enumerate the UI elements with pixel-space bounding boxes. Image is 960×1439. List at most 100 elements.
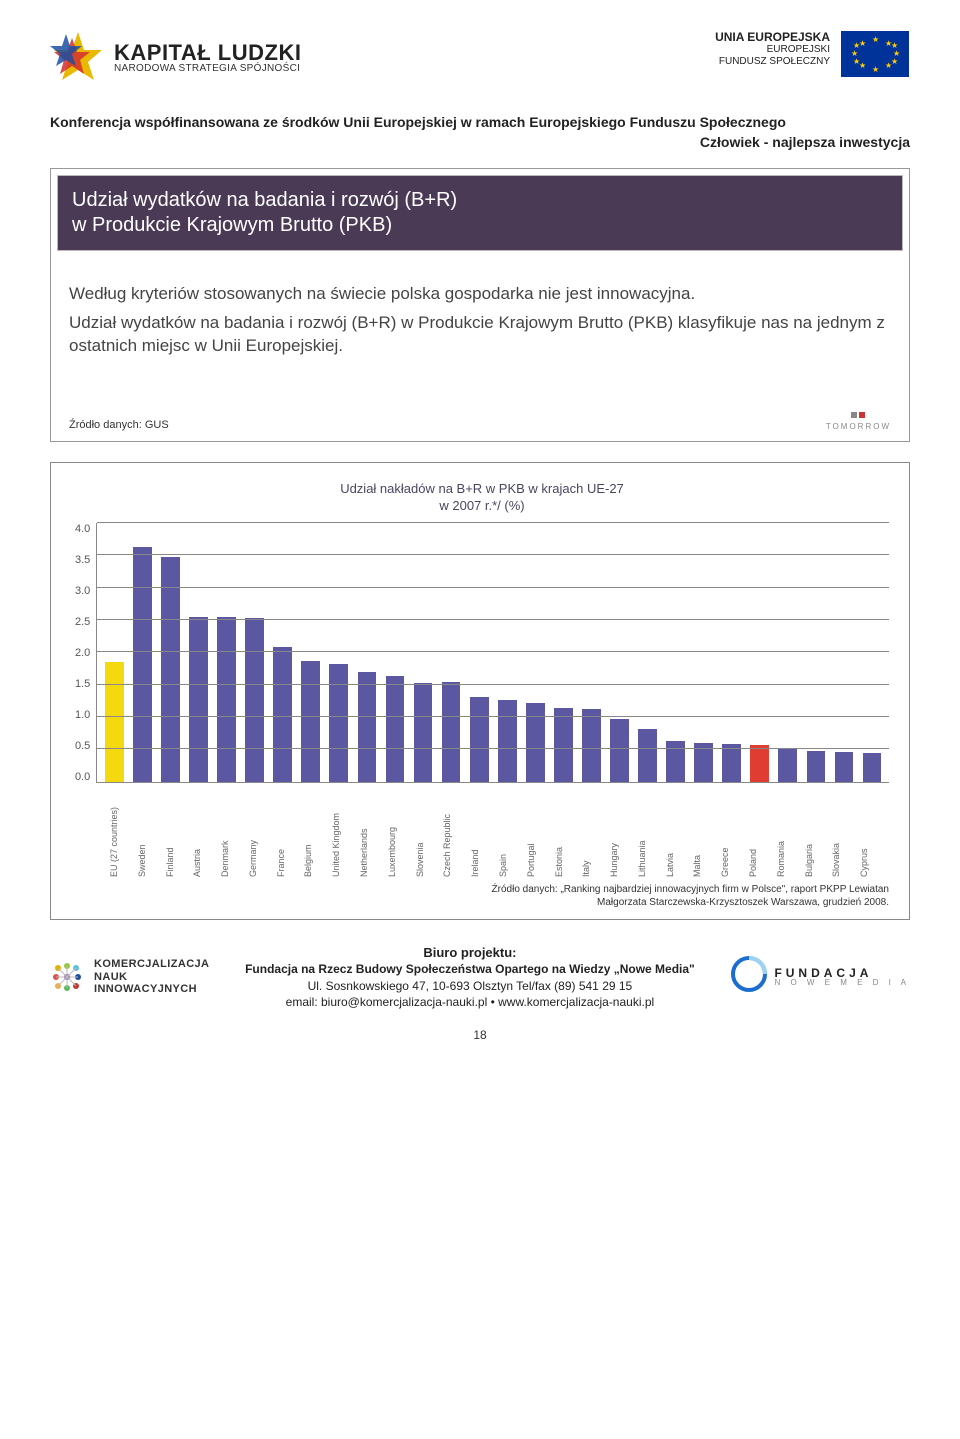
bar-slot: [410, 523, 436, 782]
panel-text: Udział wydatków na badania i rozwój (B+R…: [50, 168, 910, 442]
bar: [301, 661, 320, 782]
bar: [610, 719, 629, 782]
page-number: 18: [50, 1028, 910, 1042]
bar-slot: [354, 523, 380, 782]
xlabel: Sweden: [137, 787, 163, 877]
eu-flag-icon: ★ ★ ★ ★ ★ ★ ★ ★ ★ ★ ★ ★: [840, 30, 910, 78]
star-icon: [50, 30, 106, 86]
ytick: 4.0: [75, 523, 90, 535]
fundacja-l2: N O W E M E D I A: [774, 979, 910, 987]
panel-source: Źródło danych: GUS: [69, 419, 169, 431]
chart-yaxis: 4.0 3.5 3.0 2.5 2.0 1.5 1.0 0.5 0.0: [75, 523, 96, 783]
bar-slot: [185, 523, 211, 782]
chart-title: Udział nakładów na B+R w PKB w krajach U…: [75, 481, 889, 496]
bar-slot: [242, 523, 268, 782]
xlabel: Hungary: [609, 787, 635, 877]
bar: [329, 664, 348, 782]
ytick: 1.0: [75, 709, 90, 721]
fundacja-name: Fundacja na Rzecz Budowy Społeczeństwa O…: [219, 961, 720, 977]
ytick: 3.5: [75, 554, 90, 566]
bar: [442, 682, 461, 782]
xlabel: Poland: [748, 787, 774, 877]
bar-slot: [494, 523, 520, 782]
subheader2: Człowiek - najlepsza inwestycja: [50, 134, 910, 150]
bar: [470, 697, 489, 782]
bar: [835, 752, 854, 782]
panel-title: Udział wydatków na badania i rozwój (B+R…: [57, 175, 903, 251]
xlabel: Spain: [498, 787, 524, 877]
logo-subtitle: NARODOWA STRATEGIA SPÓJNOŚCI: [114, 64, 301, 75]
logo-kapital-ludzki: KAPITAŁ LUDZKI NARODOWA STRATEGIA SPÓJNO…: [50, 30, 301, 86]
eu-line1: UNIA EUROPEJSKA: [715, 30, 830, 44]
kni-logo-icon: [50, 960, 84, 994]
biuro-label: Biuro projektu:: [219, 944, 720, 962]
footer: KOMERCJALIZACJA NAUK INNOWACYJNYCH Biuro…: [50, 944, 910, 1010]
bar-slot: [157, 523, 183, 782]
bar-slot: [382, 523, 408, 782]
xlabel: Netherlands: [359, 787, 385, 877]
bar-slot: [859, 523, 885, 782]
ytick: 3.0: [75, 585, 90, 597]
bar: [386, 676, 405, 782]
bar: [133, 547, 152, 782]
ytick: 1.5: [75, 678, 90, 690]
email: email: biuro@komercjalizacja-nauki.pl • …: [219, 994, 720, 1010]
xlabel: Bulgaria: [804, 787, 830, 877]
xlabel: United Kingdom: [331, 787, 357, 877]
xlabel: Romania: [776, 787, 802, 877]
chart-source: Źródło danych: „Ranking najbardziej inno…: [75, 883, 889, 909]
xlabel: Finland: [165, 787, 191, 877]
ytick: 2.5: [75, 616, 90, 628]
bar: [245, 618, 264, 782]
panel-body-2: Udział wydatków na badania i rozwój (B+R…: [69, 312, 891, 358]
footer-right: FUNDACJA N O W E M E D I A: [730, 955, 910, 998]
panel-body-1: Według kryteriów stosowanych na świecie …: [69, 283, 891, 306]
xlabel: Latvia: [665, 787, 691, 877]
xlabel: Slovakia: [831, 787, 857, 877]
bar: [414, 683, 433, 782]
xlabel: Italy: [581, 787, 607, 877]
xlabel: Ireland: [470, 787, 496, 877]
bar-slot: [466, 523, 492, 782]
bar-slot: [747, 523, 773, 782]
bar: [273, 647, 292, 782]
chart-source-2: Małgorzata Starczewska-Krzysztoszek Wars…: [75, 896, 889, 909]
bar-slot: [634, 523, 660, 782]
bar: [554, 708, 573, 782]
xlabel: Denmark: [220, 787, 246, 877]
xlabel: Czech Republic: [442, 787, 468, 877]
ytick: 0.0: [75, 771, 90, 783]
bar: [582, 709, 601, 782]
xlabel: Portugal: [526, 787, 552, 877]
fundacja-logo-icon: [730, 955, 768, 998]
chart-panel: Udział nakładów na B+R w PKB w krajach U…: [50, 462, 910, 920]
xlabel: Greece: [720, 787, 746, 877]
bar: [498, 700, 517, 782]
bar-slot: [663, 523, 689, 782]
xlabel: EU (27 countries): [109, 787, 135, 877]
kni-l2: NAUK: [94, 971, 209, 984]
bar: [105, 662, 124, 782]
ytick: 2.0: [75, 647, 90, 659]
bar-slot: [270, 523, 296, 782]
xlabel: Slovenia: [415, 787, 441, 877]
bar-slot: [298, 523, 324, 782]
bar: [722, 744, 741, 782]
xlabel: Luxembourg: [387, 787, 413, 877]
tomorrow-logo: TOMORROW: [826, 412, 891, 431]
subheader: Konferencja współfinansowana ze środków …: [50, 114, 910, 130]
bar-slot: [326, 523, 352, 782]
bar: [217, 617, 236, 781]
bar: [863, 753, 882, 782]
logo-title: KAPITAŁ LUDZKI: [114, 41, 301, 64]
bar: [189, 617, 208, 782]
ytick: 0.5: [75, 740, 90, 752]
xlabel: Germany: [248, 787, 274, 877]
footer-center: Biuro projektu: Fundacja na Rzecz Budowy…: [209, 944, 730, 1010]
kni-l3: INNOWACYJNYCH: [94, 983, 209, 996]
addr: Ul. Sosnkowskiego 47, 10-693 Olsztyn Tel…: [219, 978, 720, 994]
bar-slot: [719, 523, 745, 782]
bar: [778, 748, 797, 782]
bar-slot: [803, 523, 829, 782]
bar-slot: [606, 523, 632, 782]
